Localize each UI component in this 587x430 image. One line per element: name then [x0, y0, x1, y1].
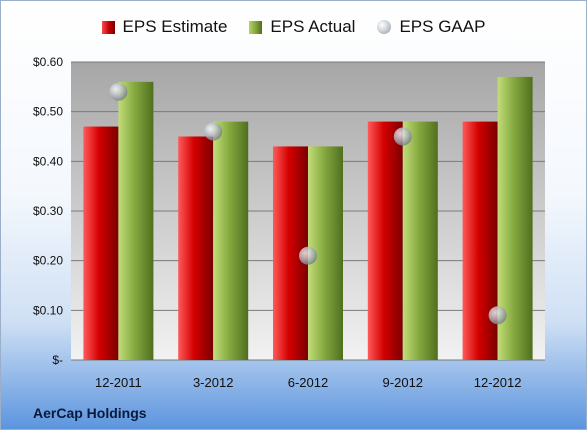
company-name: AerCap Holdings — [33, 405, 147, 421]
legend-item-actual: EPS Actual — [249, 17, 355, 37]
legend-swatch-gaap — [377, 20, 392, 34]
point-eps-gaap — [488, 306, 507, 325]
bar-eps-estimate — [178, 136, 214, 360]
legend-item-gaap: EPS GAAP — [377, 17, 485, 37]
bar-eps-estimate — [462, 121, 498, 360]
bar-eps-estimate — [367, 121, 403, 360]
x-tick-label: 6-2012 — [288, 375, 328, 390]
bar-eps-actual — [118, 81, 154, 360]
point-eps-gaap — [204, 122, 223, 141]
legend-item-estimate: EPS Estimate — [101, 17, 228, 37]
x-tick-label: 3-2012 — [193, 375, 233, 390]
x-tick-label: 12-2012 — [474, 375, 522, 390]
y-tick-label: $0.40 — [33, 154, 63, 168]
point-eps-gaap — [109, 82, 128, 101]
legend-swatch-estimate — [101, 20, 115, 34]
y-tick-label: $0.30 — [33, 204, 63, 218]
x-tick-label: 12-2011 — [95, 375, 142, 390]
bar-eps-actual — [402, 121, 438, 360]
legend: EPS Estimate EPS Actual EPS GAAP — [1, 17, 586, 37]
point-eps-gaap — [393, 127, 412, 146]
legend-swatch-actual — [249, 20, 263, 34]
x-tick-label: 9-2012 — [383, 375, 423, 390]
y-tick-label: $- — [52, 353, 63, 367]
y-tick-label: $0.50 — [33, 105, 63, 119]
legend-label-gaap: EPS GAAP — [399, 17, 486, 36]
bar-eps-actual — [213, 121, 249, 360]
legend-label-estimate: EPS Estimate — [122, 17, 228, 36]
bar-eps-estimate — [83, 126, 119, 360]
y-tick-label: $0.60 — [33, 55, 63, 69]
y-tick-label: $0.20 — [33, 254, 63, 268]
legend-label-actual: EPS Actual — [270, 17, 356, 36]
point-eps-gaap — [299, 246, 317, 265]
y-tick-label: $0.10 — [33, 303, 63, 317]
